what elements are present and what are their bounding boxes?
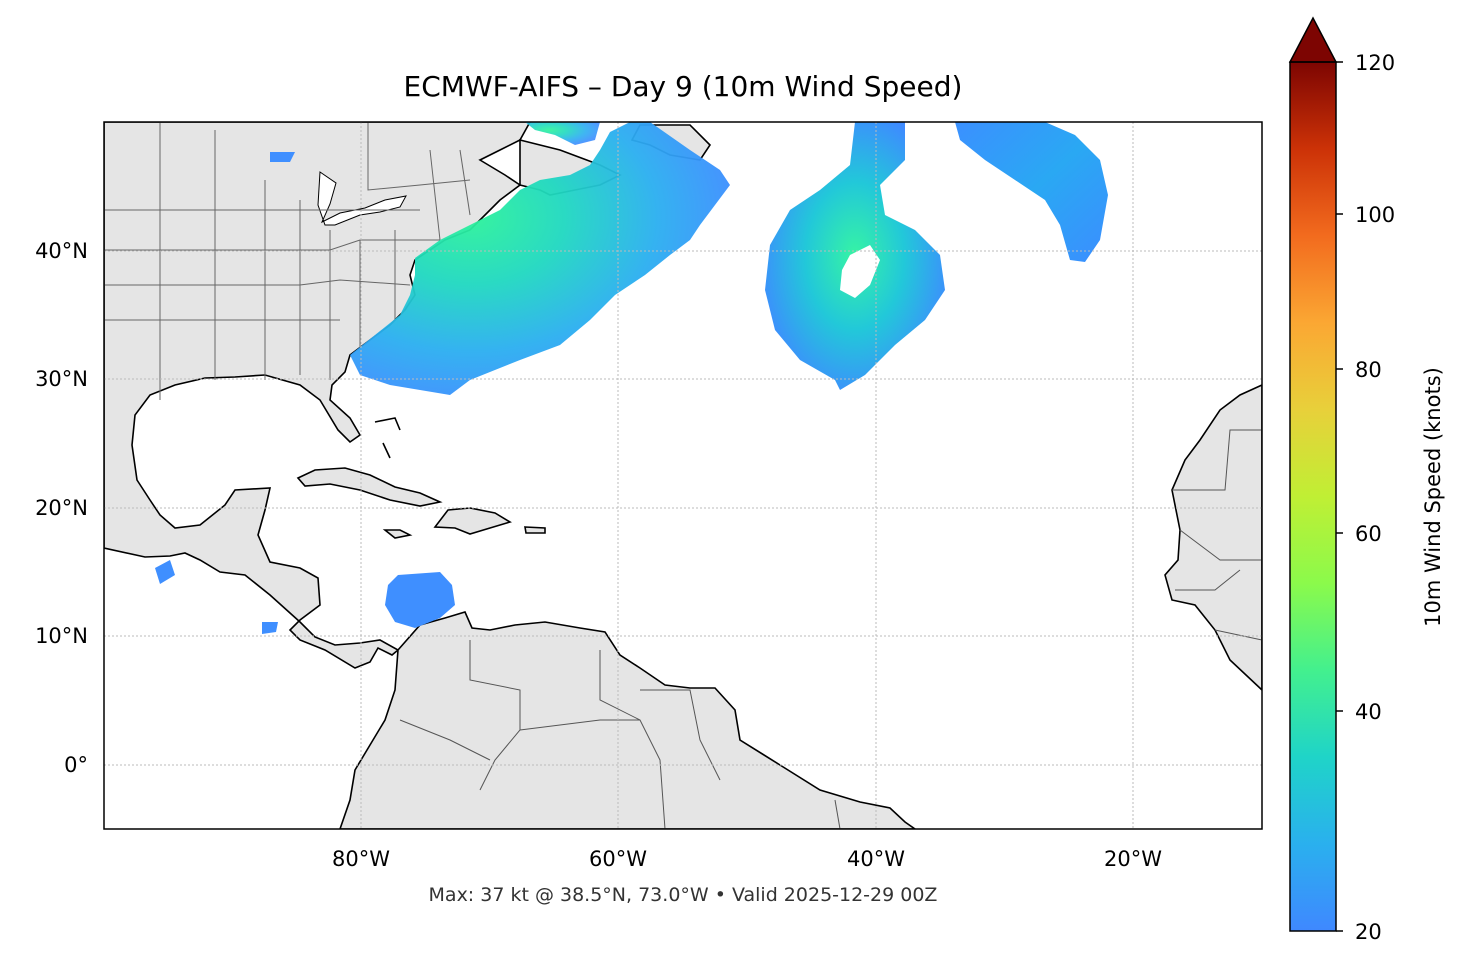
lat-tick-label: 40°N: [35, 239, 88, 263]
colorbar-tick-label: 60: [1355, 522, 1382, 546]
lon-tick-label: 80°W: [332, 847, 390, 871]
colorbar-tick-label: 120: [1355, 51, 1395, 75]
map-frame: [103, 121, 1263, 830]
colorbar-tick-label: 100: [1355, 203, 1395, 227]
colorbar-label: 10m Wind Speed (knots): [1421, 367, 1445, 627]
colorbar-tick-label: 80: [1355, 358, 1382, 382]
wind-ne-band: [525, 122, 600, 145]
hispaniola: [433, 507, 512, 535]
gridlines: [104, 122, 1262, 829]
bahamas: [374, 417, 401, 459]
puerto-rico: [524, 526, 546, 534]
colorbar-frame: [1289, 61, 1337, 932]
state-borders: [104, 122, 471, 400]
lat-tick-label: 10°N: [35, 624, 88, 648]
lon-tick-label: 20°W: [1104, 847, 1162, 871]
lon-tick-label: 40°W: [847, 847, 905, 871]
country-borders: [399, 640, 841, 829]
lon-tick-label: 60°W: [589, 847, 647, 871]
colorbar-gradient: [1290, 62, 1336, 931]
lon-ticks: 80°W 60°W 40°W 20°W: [332, 847, 1162, 871]
colorbar: 20 40 60 80 100 120 10m Wind Speed (knot…: [1288, 16, 1445, 944]
wind-north-band: [955, 122, 1108, 262]
wind-cyclone-ring: [765, 122, 945, 390]
lat-tick-label: 0°: [64, 753, 88, 777]
map-area: [104, 122, 1262, 829]
colorbar-extend-arrow: [1288, 16, 1338, 63]
wind-shading: [155, 122, 1108, 634]
chart-title: ECMWF-AIFS – Day 9 (10m Wind Speed): [403, 70, 963, 103]
jamaica: [382, 529, 413, 539]
africa-borders: [1172, 429, 1262, 641]
lat-tick-label: 30°N: [35, 367, 88, 391]
wind-east-coast: [350, 122, 730, 395]
colorbar-tick-label: 40: [1355, 700, 1382, 724]
map-footer: Max: 37 kt @ 38.5°N, 73.0°W • Valid 2025…: [428, 884, 938, 906]
colorbar-tick-label: 20: [1355, 920, 1382, 944]
cuba: [296, 467, 443, 507]
wind-caribbean: [385, 572, 455, 628]
lat-ticks: 40°N 30°N 20°N 10°N 0°: [35, 239, 88, 777]
africa-land: [1164, 384, 1262, 692]
lat-tick-label: 20°N: [35, 496, 88, 520]
